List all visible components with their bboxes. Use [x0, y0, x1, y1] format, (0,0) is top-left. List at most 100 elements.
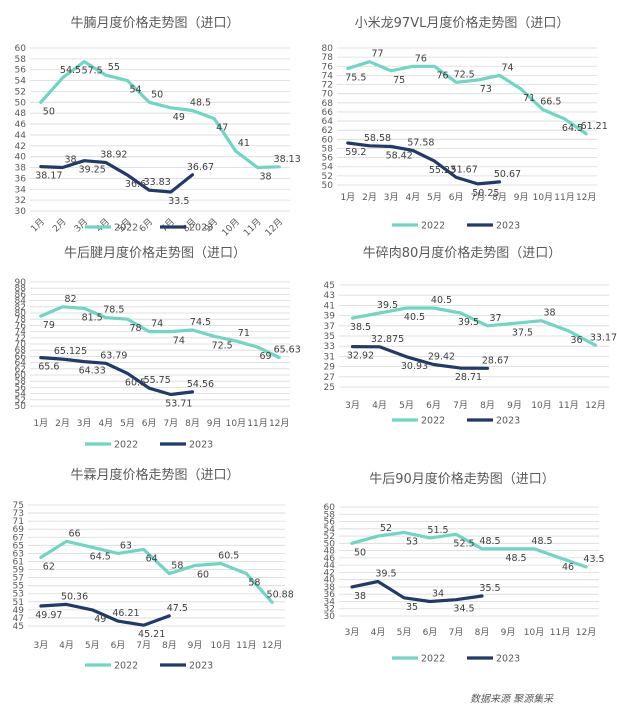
x-tick-label: 7月: [136, 640, 151, 651]
data-label-2023: 60.5: [125, 377, 146, 388]
series-line-2022: [346, 60, 588, 136]
data-label-2022: 54: [129, 85, 141, 96]
y-tick-label: 42: [15, 142, 26, 152]
x-tick-label: 11月: [554, 192, 574, 203]
x-tick-label: 8月: [480, 400, 495, 411]
legend-label-2023: 2023: [189, 440, 213, 451]
data-label-2023: 38.92: [100, 150, 127, 161]
data-label-2022: 66: [69, 528, 81, 539]
x-tick-label: 4月: [372, 400, 387, 411]
data-label-2023: 50.36: [61, 591, 88, 602]
data-label-2023: 47.5: [167, 603, 188, 614]
x-tick-label: 5月: [427, 192, 442, 203]
x-tick-label: 10月: [220, 216, 242, 238]
data-label-2022: 46: [562, 562, 574, 573]
y-tick-label: 63: [13, 549, 24, 559]
legend-label-2023: 2023: [189, 661, 213, 672]
y-tick-label: 33: [324, 342, 335, 352]
data-label-2022: 48.5: [531, 536, 552, 547]
data-label-2022: 37: [489, 313, 501, 324]
legend-label-2022: 2022: [114, 223, 138, 234]
y-tick-label: 38: [324, 583, 336, 593]
data-label-2023: 57.58: [407, 137, 434, 148]
data-label-2022: 50: [151, 89, 163, 100]
x-tick-label: 3月: [345, 627, 360, 638]
y-tick-label: 66: [322, 108, 334, 118]
y-tick-label: 31: [324, 352, 335, 362]
data-label-2022: 75.5: [345, 73, 366, 84]
y-tick-label: 45: [13, 622, 24, 632]
y-tick-label: 48: [324, 547, 336, 557]
x-tick-label: 4月: [59, 640, 74, 651]
y-tick-label: 41: [324, 301, 335, 311]
data-label-2022: 51.5: [427, 525, 448, 536]
data-label-2022: 71: [238, 328, 250, 339]
data-label-2023: 39.25: [79, 165, 106, 176]
x-tick-label: 11月: [558, 400, 578, 411]
chart-title: 牛后腱月度价格走势图（进口）: [64, 245, 246, 261]
x-tick-label: 4月: [371, 627, 386, 638]
legend-label-2022: 2022: [421, 416, 445, 427]
x-tick-label: 11月: [236, 640, 256, 651]
y-tick-label: 60: [15, 371, 27, 381]
x-tick-label: 8月: [162, 640, 177, 651]
data-label-2023: 28.71: [455, 372, 482, 383]
y-tick-label: 53: [13, 590, 24, 600]
x-tick-label: 10月: [533, 192, 553, 203]
x-tick-label: 6月: [137, 216, 155, 234]
y-tick-label: 25: [324, 383, 335, 393]
x-tick-label: 11月: [550, 627, 570, 638]
y-tick-label: 58: [322, 144, 334, 154]
data-label-2023: 65.125: [54, 346, 87, 357]
y-tick-label: 32: [15, 196, 26, 206]
x-tick-label: 8月: [475, 627, 490, 638]
chart-svg: 牛霖月度价格走势图（进口）454749515355575961636567697…: [13, 467, 294, 672]
data-label-2022: 41: [238, 138, 250, 149]
data-label-2022: 76: [436, 70, 448, 81]
x-tick-label: 12月: [576, 627, 596, 638]
x-tick-label: 10月: [226, 418, 246, 429]
series-line-2023: [350, 579, 484, 604]
y-tick-label: 44: [324, 561, 336, 571]
y-tick-label: 74: [15, 328, 27, 338]
chart-panel-hind-shank: 牛后腱月度价格走势图（进口） 50 52 54 56 58 60 62 64 66 68 70 72 74…: [0, 240, 310, 465]
series-line-2023: [39, 159, 195, 194]
data-label-2022: 74.5: [190, 317, 211, 328]
y-tick-label: 61: [13, 557, 24, 567]
chart-panel-chuck-roll-97vl: 小米龙97VL月度价格走势图（进口） 50 52 54 56 58 60 62 64 66 68 70…: [307, 0, 617, 235]
x-tick-label: 6月: [111, 640, 126, 651]
x-tick-label: 12月: [269, 418, 289, 429]
legend-label-2022: 2022: [114, 661, 138, 672]
data-label-2023: 51.67: [451, 164, 478, 175]
legend-label-2022: 2022: [421, 654, 445, 665]
x-tick-label: 3月: [77, 418, 92, 429]
data-label-2023: 30.93: [401, 361, 428, 372]
x-tick-label: 5月: [399, 400, 414, 411]
x-tick-label: 8月: [185, 418, 200, 429]
y-tick-label: 46: [15, 120, 27, 130]
y-tick-label: 58: [15, 55, 27, 65]
data-label-2023: 59.2: [345, 147, 366, 158]
data-label-2022: 72.5: [454, 69, 475, 80]
x-tick-label: 11月: [241, 216, 263, 238]
y-tick-label: 60: [15, 44, 27, 54]
chart-panel-knuckle: 牛霖月度价格走势图（进口） 45 47 49 51 53 55 57 59 61 63 65 67 69 7…: [0, 467, 310, 685]
y-tick-label: 58: [15, 377, 27, 387]
y-tick-label: 62: [15, 365, 26, 375]
x-tick-label: 5月: [397, 627, 412, 638]
x-tick-label: 10月: [211, 640, 231, 651]
data-label-2022: 39.5: [458, 317, 479, 328]
chart-panel-hind-90: 牛后90月度价格走势图（进口） 30 32 34 36 38 40 42 44 46 48 50 52 5…: [307, 470, 617, 685]
chart-svg: 牛腩月度价格走势图（进口）303234363840424446485052545…: [15, 15, 301, 239]
data-label-2022: 43.5: [583, 554, 604, 565]
x-tick-label: 7月: [163, 418, 178, 429]
data-label-2022: 66.5: [540, 97, 561, 108]
y-tick-label: 74: [322, 71, 334, 81]
series-line-2023: [350, 345, 490, 370]
data-label-2023: 34.5: [453, 604, 474, 615]
data-label-2022: 57.5: [82, 66, 103, 77]
y-tick-label: 72: [15, 334, 26, 344]
x-tick-label: 10月: [531, 400, 551, 411]
y-tick-label: 66: [15, 352, 27, 362]
x-tick-label: 8月: [492, 192, 507, 203]
